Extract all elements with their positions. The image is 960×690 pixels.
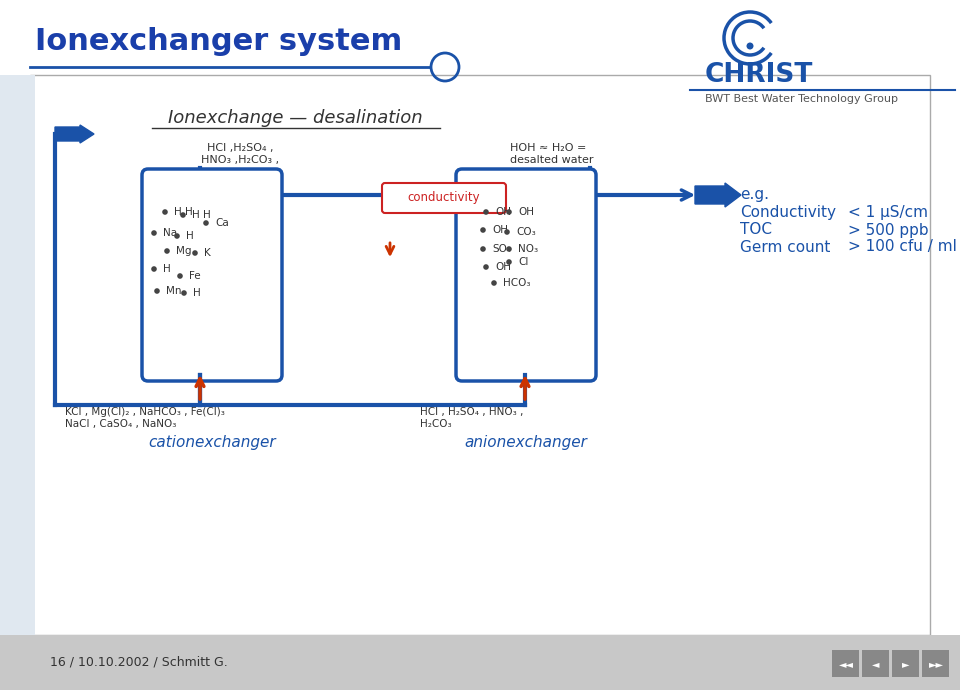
Circle shape [492,280,497,286]
Text: 16 / 10.10.2002 / Schmitt G.: 16 / 10.10.2002 / Schmitt G. [50,656,228,669]
Circle shape [162,209,168,215]
Circle shape [747,43,754,50]
Text: Fe: Fe [189,271,201,281]
Circle shape [480,227,486,233]
Text: NO₃: NO₃ [518,244,539,254]
Bar [862,650,889,677]
Circle shape [178,273,182,279]
FancyBboxPatch shape [456,169,596,381]
Text: cationexchanger: cationexchanger [148,435,276,449]
Text: ◄: ◄ [873,659,879,669]
Text: HNO₃ ,H₂CO₃ ,: HNO₃ ,H₂CO₃ , [201,155,279,165]
Bar [30,75,930,635]
Text: < 1 μS/cm: < 1 μS/cm [848,206,928,221]
Text: Na: Na [163,228,178,238]
Circle shape [174,233,180,239]
Text: Germ count: Germ count [740,239,830,255]
Text: K: K [204,248,211,258]
Text: OH: OH [495,207,511,217]
Text: > 500 ppb: > 500 ppb [848,222,928,237]
FancyBboxPatch shape [382,183,506,213]
Circle shape [151,230,156,236]
Text: OH: OH [518,207,534,217]
Circle shape [164,248,170,254]
Bar [0,0,960,110]
Text: Mn: Mn [166,286,181,296]
FancyArrow shape [55,125,94,143]
Circle shape [483,209,489,215]
Text: OH: OH [492,225,508,235]
Text: OH: OH [495,262,511,272]
FancyBboxPatch shape [142,169,282,381]
Text: CO₃: CO₃ [516,227,536,237]
Text: desalted water: desalted water [510,155,593,165]
Circle shape [480,246,486,252]
Text: ◄◄: ◄◄ [838,659,853,669]
Text: conductivity: conductivity [408,192,480,204]
Text: e.g.: e.g. [740,188,769,202]
Text: H₂CO₃: H₂CO₃ [420,419,451,429]
Text: BWT Best Water Technology Group: BWT Best Water Technology Group [705,94,898,104]
Text: H: H [186,231,194,241]
Text: H H: H H [192,210,211,220]
Circle shape [483,264,489,270]
Text: SO₄: SO₄ [492,244,511,254]
Bar [0,635,960,690]
Text: KCl , Mg(Cl)₂ , NaHCO₃ , Fe(Cl)₃: KCl , Mg(Cl)₂ , NaHCO₃ , Fe(Cl)₃ [65,407,225,417]
Circle shape [504,229,510,235]
Text: ►►: ►► [928,659,944,669]
Text: NaCl , CaSO₄ , NaNO₃: NaCl , CaSO₄ , NaNO₃ [65,419,177,429]
Circle shape [181,290,187,296]
Text: TOC: TOC [740,222,772,237]
Text: Cl: Cl [518,257,528,267]
Text: H H: H H [174,207,193,217]
Text: ►: ► [902,659,910,669]
Text: Mg: Mg [176,246,191,256]
Text: CHRIST: CHRIST [705,62,813,88]
Text: Ca: Ca [215,218,228,228]
Bar [832,650,859,677]
Text: > 100 cfu / ml: > 100 cfu / ml [848,239,957,255]
Text: HCO₃: HCO₃ [503,278,531,288]
Text: Conductivity: Conductivity [740,206,836,221]
Bar [0,75,35,635]
Text: anionexchanger: anionexchanger [465,435,588,449]
Text: Ionexchanger system: Ionexchanger system [35,28,402,57]
Circle shape [151,266,156,272]
Text: HOH ≈ H₂O =: HOH ≈ H₂O = [510,143,587,153]
Text: HCl , H₂SO₄ , HNO₃ ,: HCl , H₂SO₄ , HNO₃ , [420,407,523,417]
Circle shape [506,259,512,265]
Text: H: H [163,264,171,274]
Text: HCl ,H₂SO₄ ,: HCl ,H₂SO₄ , [206,143,274,153]
Circle shape [506,209,512,215]
Circle shape [192,250,198,256]
Text: Ionexchange — desalination: Ionexchange — desalination [168,109,422,127]
Circle shape [506,246,512,252]
Circle shape [155,288,159,294]
Circle shape [180,213,186,218]
Circle shape [204,220,209,226]
Bar [892,650,919,677]
FancyArrow shape [695,183,741,207]
Bar [922,650,949,677]
Text: H: H [193,288,201,298]
